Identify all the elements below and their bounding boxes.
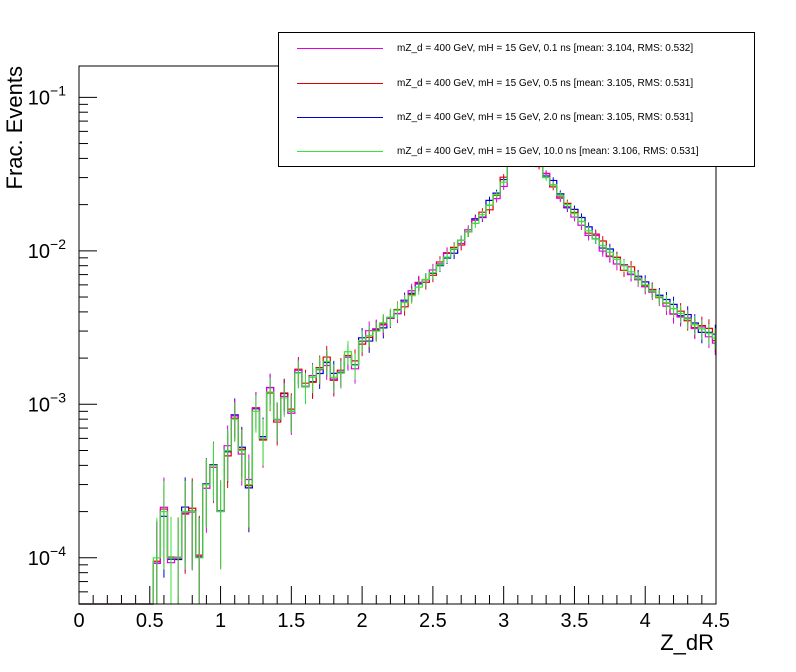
series-line <box>79 136 716 605</box>
legend-line-0.1ns <box>297 48 383 49</box>
legend-label-2.0ns: mZ_d = 400 GeV, mH = 15 GeV, 2.0 ns [mea… <box>397 112 694 123</box>
legend-entry-0.1ns: mZ_d = 400 GeV, mH = 15 GeV, 0.1 ns [mea… <box>279 41 754 57</box>
legend-entry-0.5ns: mZ_d = 400 GeV, mH = 15 GeV, 0.5 ns [mea… <box>279 76 754 92</box>
x-tick-label: 4 <box>640 610 651 632</box>
x-tick-label: 0 <box>73 610 84 632</box>
x-tick-label: 3.5 <box>561 610 589 632</box>
x-tick-label: 1 <box>215 610 226 632</box>
y-tick-label: 10−4 <box>28 543 66 570</box>
legend-entry-10.0ns: mZ_d = 400 GeV, mH = 15 GeV, 10.0 ns [me… <box>279 144 754 160</box>
x-tick-label: 2 <box>357 610 368 632</box>
x-tick-label: 1.5 <box>277 610 305 632</box>
legend-entry-2.0ns: mZ_d = 400 GeV, mH = 15 GeV, 2.0 ns [mea… <box>279 110 754 126</box>
legend-label-0.1ns: mZ_d = 400 GeV, mH = 15 GeV, 0.1 ns [mea… <box>397 43 694 54</box>
x-tick-label: 4.5 <box>702 610 730 632</box>
series-group <box>79 130 716 605</box>
y-tick-label: 10−1 <box>28 82 66 109</box>
legend-label-10.0ns: mZ_d = 400 GeV, mH = 15 GeV, 10.0 ns [me… <box>397 146 699 157</box>
legend: mZ_d = 400 GeV, mH = 15 GeV, 0.1 ns [mea… <box>278 32 755 167</box>
x-tick-label: 2.5 <box>419 610 447 632</box>
y-tick-label: 10−2 <box>28 236 66 263</box>
legend-label-0.5ns: mZ_d = 400 GeV, mH = 15 GeV, 0.5 ns [mea… <box>397 78 694 89</box>
legend-line-10.0ns <box>297 151 383 152</box>
series-line <box>79 132 716 605</box>
y-axis-title: Frac. Events <box>2 66 27 189</box>
legend-line-2.0ns <box>297 117 383 118</box>
legend-line-0.5ns <box>297 83 383 84</box>
series-line <box>79 136 716 605</box>
series-line <box>79 135 716 605</box>
x-tick-label: 0.5 <box>136 610 164 632</box>
y-tick-label: 10−3 <box>28 389 66 416</box>
x-axis-title: Z_dR <box>660 630 714 655</box>
axis-ticks <box>78 96 717 605</box>
x-tick-label: 3 <box>498 610 509 632</box>
tick-labels: 0 0.5 1 1.5 2 2.5 3 3.5 4 4.5 10−4 10−3 10−2 10−1 <box>28 82 730 632</box>
